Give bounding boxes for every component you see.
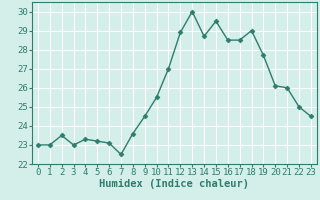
X-axis label: Humidex (Indice chaleur): Humidex (Indice chaleur) bbox=[100, 179, 249, 189]
